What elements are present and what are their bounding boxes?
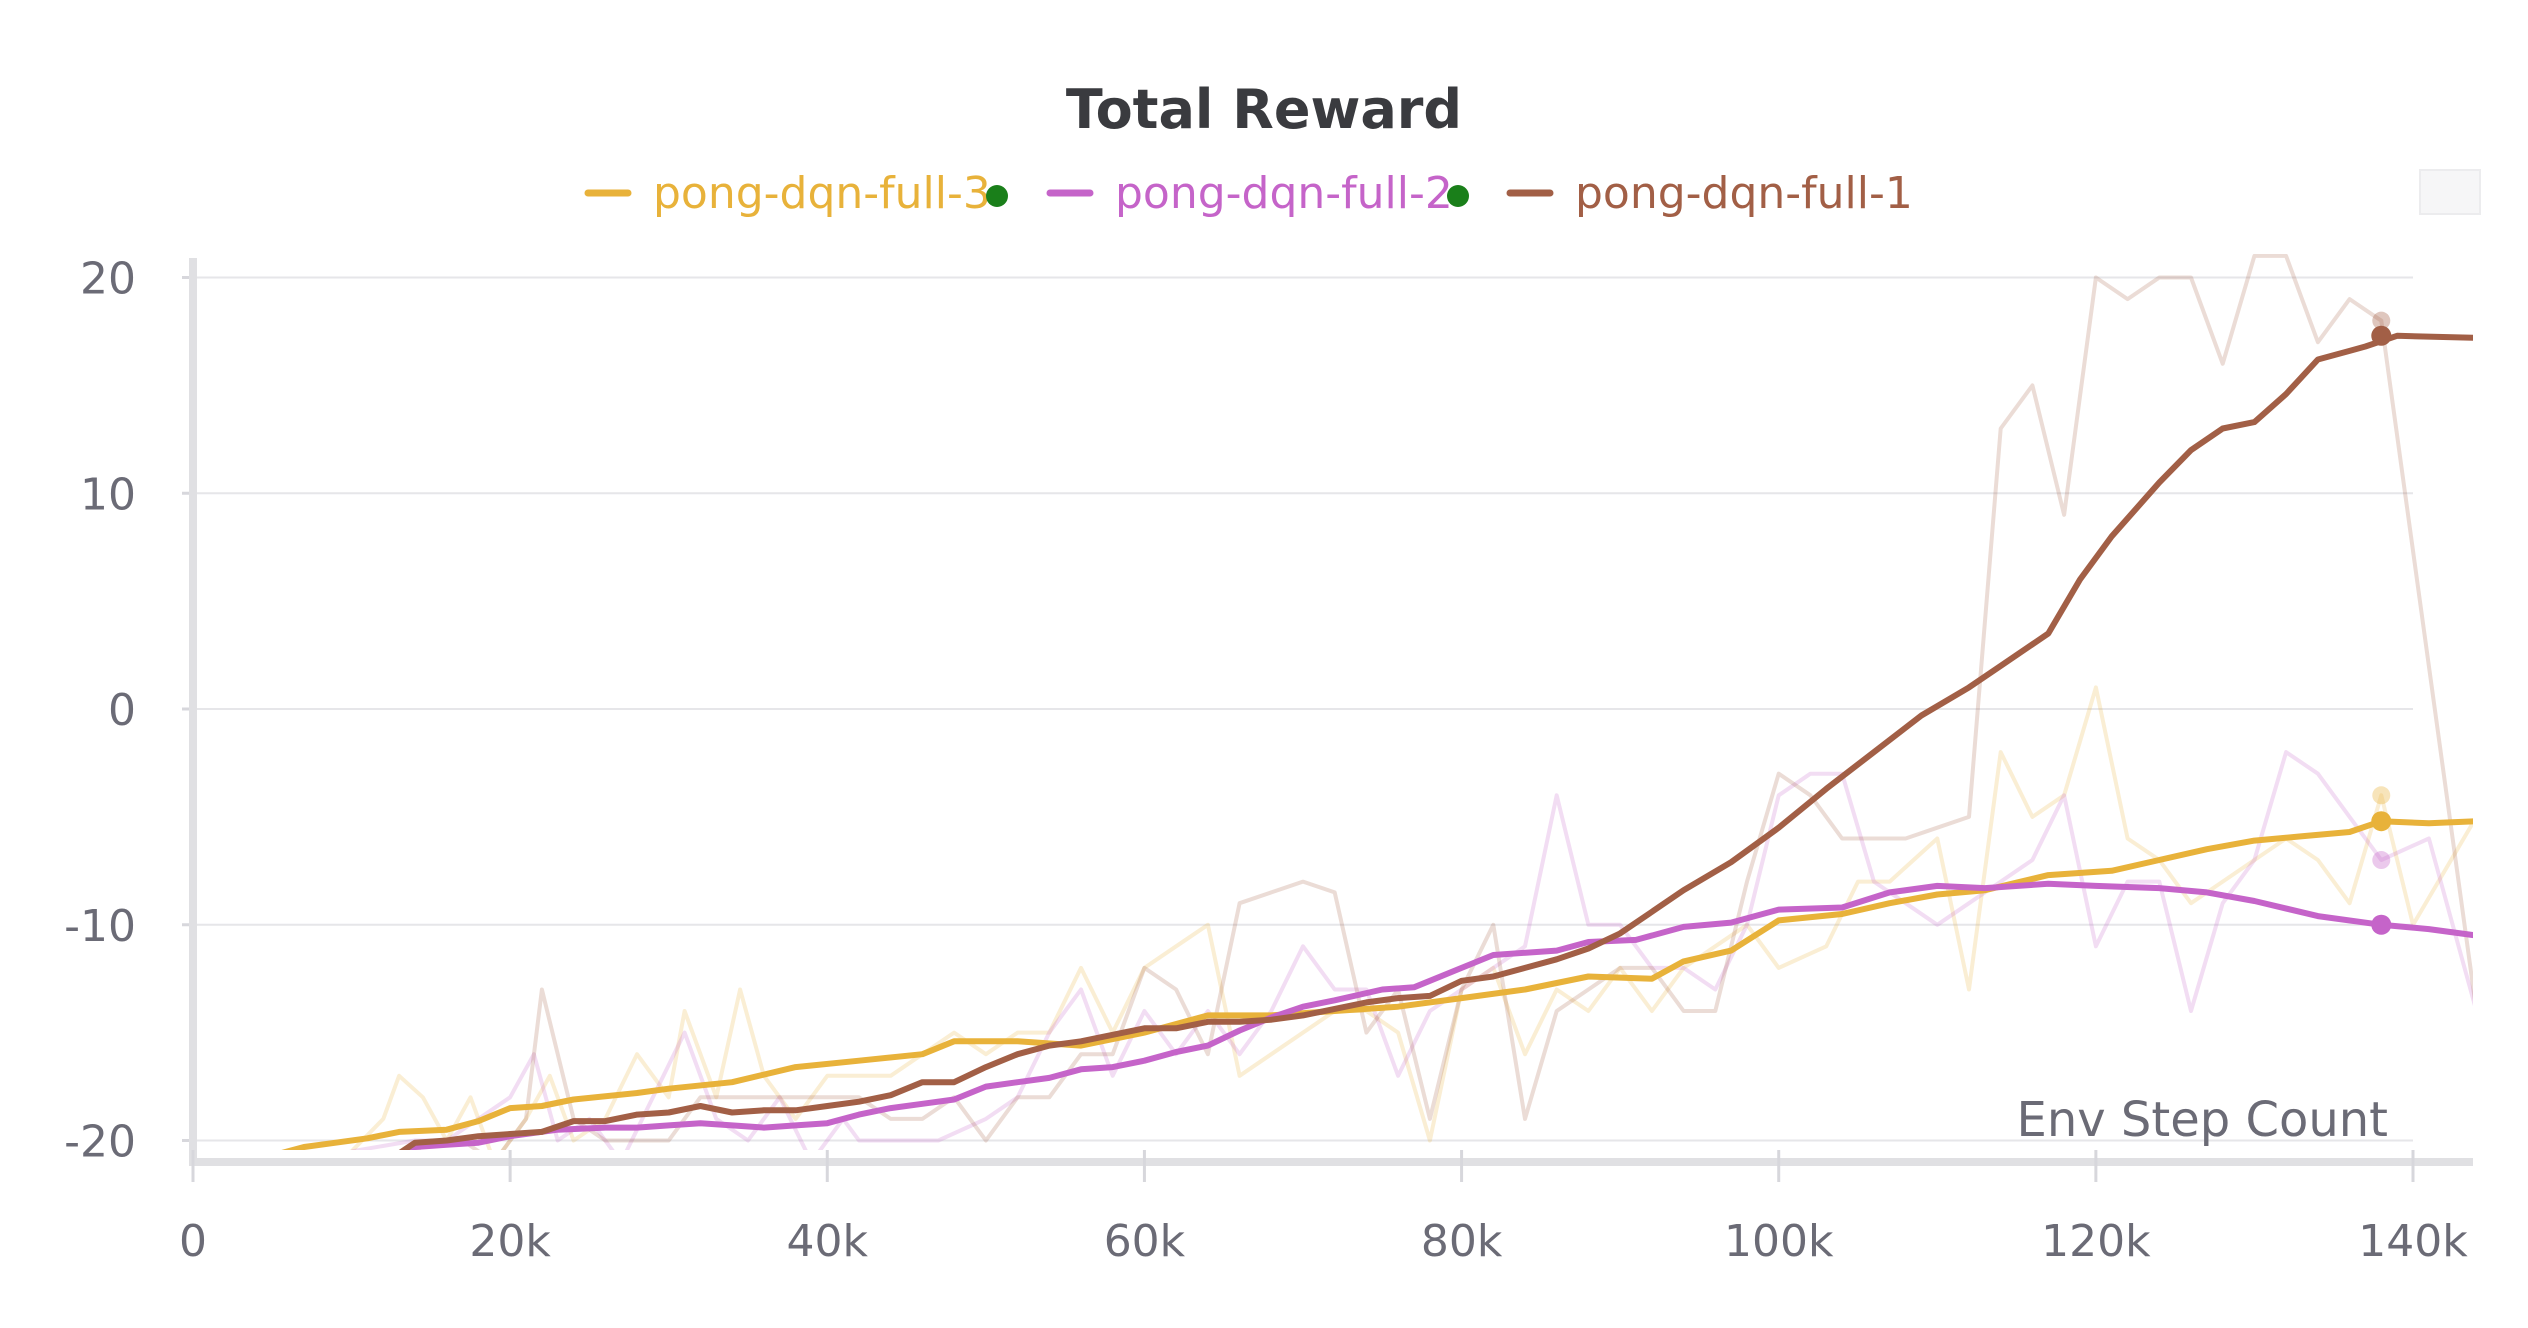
x-tick-label-1: 20k — [469, 1216, 551, 1267]
y-axis: 20 10 0 -10 -20 — [64, 254, 197, 1168]
legend-label-1[interactable]: pong-dqn-full-3 — [653, 168, 991, 219]
panel-menu-handle[interactable] — [2419, 169, 2481, 215]
x-tick-label-4: 80k — [1421, 1216, 1503, 1267]
x-tick-label-5: 100k — [1724, 1216, 1834, 1267]
series-raw-marker-1 — [2372, 786, 2391, 805]
series-line-3[interactable] — [288, 332, 2476, 1162]
series-marker-3 — [2371, 325, 2392, 346]
legend-label-2[interactable]: pong-dqn-full-2 — [1115, 168, 1453, 219]
chart-title: Total Reward — [1066, 78, 1462, 141]
series-raw-line-2 — [351, 750, 2473, 1150]
series-line-2[interactable] — [352, 880, 2477, 1154]
series-raw-marker-3 — [2372, 311, 2391, 330]
legend-label-3[interactable]: pong-dqn-full-1 — [1575, 168, 1913, 219]
running-status-dot-1 — [986, 185, 1008, 207]
y-tick-label-0: 20 — [80, 254, 136, 305]
series-marker-1 — [2371, 811, 2392, 832]
running-status-dot-2 — [1447, 185, 1469, 207]
series-marker-2 — [2371, 914, 2392, 935]
x-tick-label-0: 0 — [179, 1216, 207, 1267]
x-axis: 0 20k 40k 60k 80k 100k 120k 140k — [179, 1150, 2473, 1267]
y-tick-label-4: -20 — [64, 1117, 136, 1168]
x-tick-label-2: 40k — [787, 1216, 869, 1267]
y-tick-label-1: 10 — [80, 469, 136, 520]
grid — [193, 276, 2413, 1142]
x-tick-label-3: 60k — [1104, 1216, 1186, 1267]
y-tick-label-2: 0 — [108, 685, 136, 736]
plot-area — [281, 254, 2477, 1162]
series-raw-marker-2 — [2372, 851, 2391, 870]
y-tick-label-3: -10 — [64, 901, 136, 952]
x-tick-label-6: 120k — [2041, 1216, 2151, 1267]
x-tick-label-7: 140k — [2358, 1216, 2468, 1267]
x-axis-title: Env Step Count — [2016, 1092, 2388, 1148]
chart-legend: pong-dqn-full-3 pong-dqn-full-2 pong-dqn-f… — [584, 168, 1913, 219]
